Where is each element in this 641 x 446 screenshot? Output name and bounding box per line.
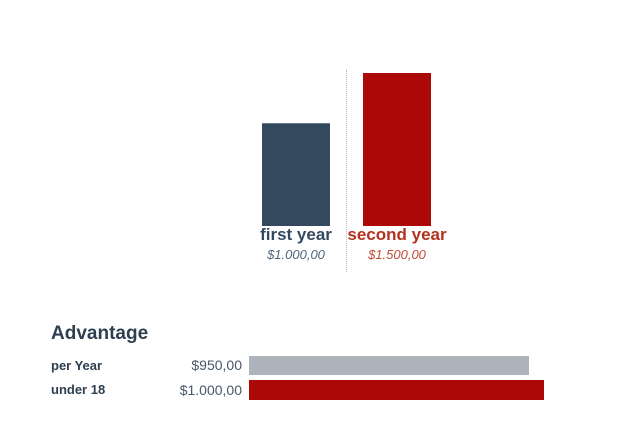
advantage-row-label: per Year <box>51 358 103 373</box>
advantage-bar-per-year <box>249 356 529 375</box>
advantage-row-label: under 18 <box>51 382 106 397</box>
second-year-bar <box>363 73 431 226</box>
advantage-row-value: $1.000,00 <box>179 382 242 398</box>
second-year-label: second year <box>347 225 447 244</box>
first-year-label: first year <box>260 225 332 244</box>
advantage-title: Advantage <box>51 323 149 344</box>
first-year-value: $1.000,00 <box>267 247 325 262</box>
dotted-divider-line <box>346 70 347 272</box>
advantage-row-value: $950,00 <box>191 357 242 373</box>
first-year-bar <box>262 123 330 226</box>
second-year-value: $1.500,00 <box>368 247 426 262</box>
advantage-bar-under-18 <box>249 380 544 400</box>
